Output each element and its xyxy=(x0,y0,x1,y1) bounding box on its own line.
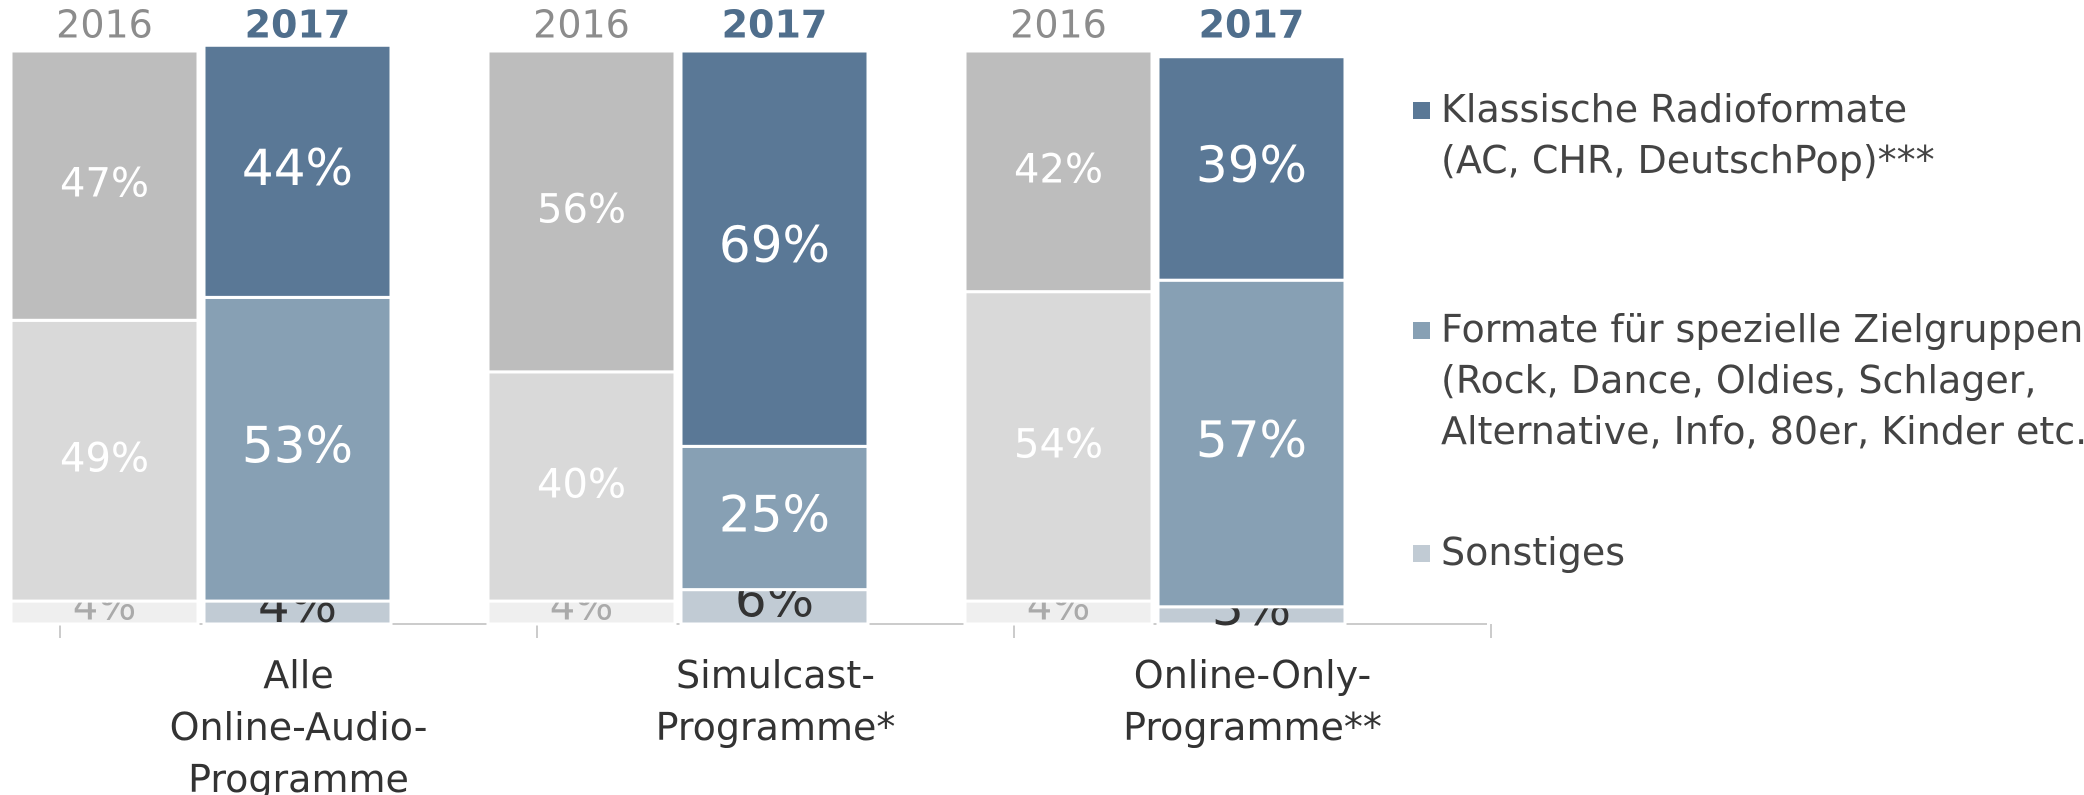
year-label: 2016 xyxy=(533,3,630,47)
value-label: 40% xyxy=(537,461,626,507)
legend-label: Sonstiges xyxy=(1441,530,1625,574)
legend-label-line: (Rock, Dance, Oldies, Schlager, xyxy=(1441,358,2037,402)
value-label: 53% xyxy=(242,417,353,475)
bar-segment xyxy=(9,318,200,603)
legend-label: Klassische Radioformate (AC, CHR, Deutsch… xyxy=(1441,87,1935,182)
bar-segment xyxy=(202,295,393,603)
year-label: 2017 xyxy=(245,3,351,47)
x-tick-label: Alle Online-Audio- Programme xyxy=(170,653,428,795)
value-label: 49% xyxy=(60,436,149,482)
bar-segment xyxy=(202,43,393,299)
year-label: 2017 xyxy=(722,3,828,47)
value-label: 44% xyxy=(242,139,353,197)
bar-segment xyxy=(486,49,677,374)
value-label: 25% xyxy=(719,485,830,543)
year-label: 2016 xyxy=(1010,3,1107,47)
value-label: 39% xyxy=(1196,136,1307,194)
legend-label-line: Formate für spezielle Zielgruppen xyxy=(1441,307,2083,351)
x-tick-label-line: Online-Audio- xyxy=(170,705,428,749)
bar-segment xyxy=(963,49,1154,294)
x-tick-label-line: Programme** xyxy=(1123,705,1382,749)
x-tick-label-line: Programme* xyxy=(656,705,896,749)
x-tick-label-line: Simulcast- xyxy=(676,653,875,697)
bar-segment xyxy=(486,370,677,603)
legend-label-line: Klassische Radioformate xyxy=(1441,87,1907,131)
legend-label-line: (AC, CHR, DeutschPop)*** xyxy=(1441,138,1935,182)
x-tick-label: Simulcast- Programme* xyxy=(656,653,896,749)
x-tick-label: Online-Only- Programme** xyxy=(1123,653,1382,749)
year-label: 2016 xyxy=(56,3,153,47)
legend-swatch xyxy=(1413,322,1430,339)
x-tick-label-line: Programme xyxy=(188,757,409,795)
value-label: 42% xyxy=(1014,146,1103,192)
bar-segment xyxy=(1156,55,1347,282)
bar-segment xyxy=(1156,278,1347,609)
x-tick-label-line: Online-Only- xyxy=(1134,653,1371,697)
value-label: 47% xyxy=(60,161,149,207)
x-tick-label-line: Alle xyxy=(263,653,334,697)
legend-label: Formate für spezielle Zielgruppen (Rock, … xyxy=(1441,307,2084,453)
bar-segment xyxy=(679,588,870,626)
legend-swatch xyxy=(1413,545,1430,562)
value-label: 54% xyxy=(1014,421,1103,467)
bar-segment xyxy=(963,290,1154,603)
value-label: 69% xyxy=(719,216,830,274)
bar-segment xyxy=(679,49,870,448)
legend-label-line: Sonstiges xyxy=(1441,530,1625,574)
bar-segment xyxy=(9,49,200,322)
legend-label-line: Alternative, Info, 80er, Kinder etc.) xyxy=(1441,409,2084,453)
value-label: 56% xyxy=(537,186,626,232)
year-label: 2017 xyxy=(1199,3,1305,47)
legend-swatch xyxy=(1413,102,1430,119)
value-label: 57% xyxy=(1196,411,1307,469)
